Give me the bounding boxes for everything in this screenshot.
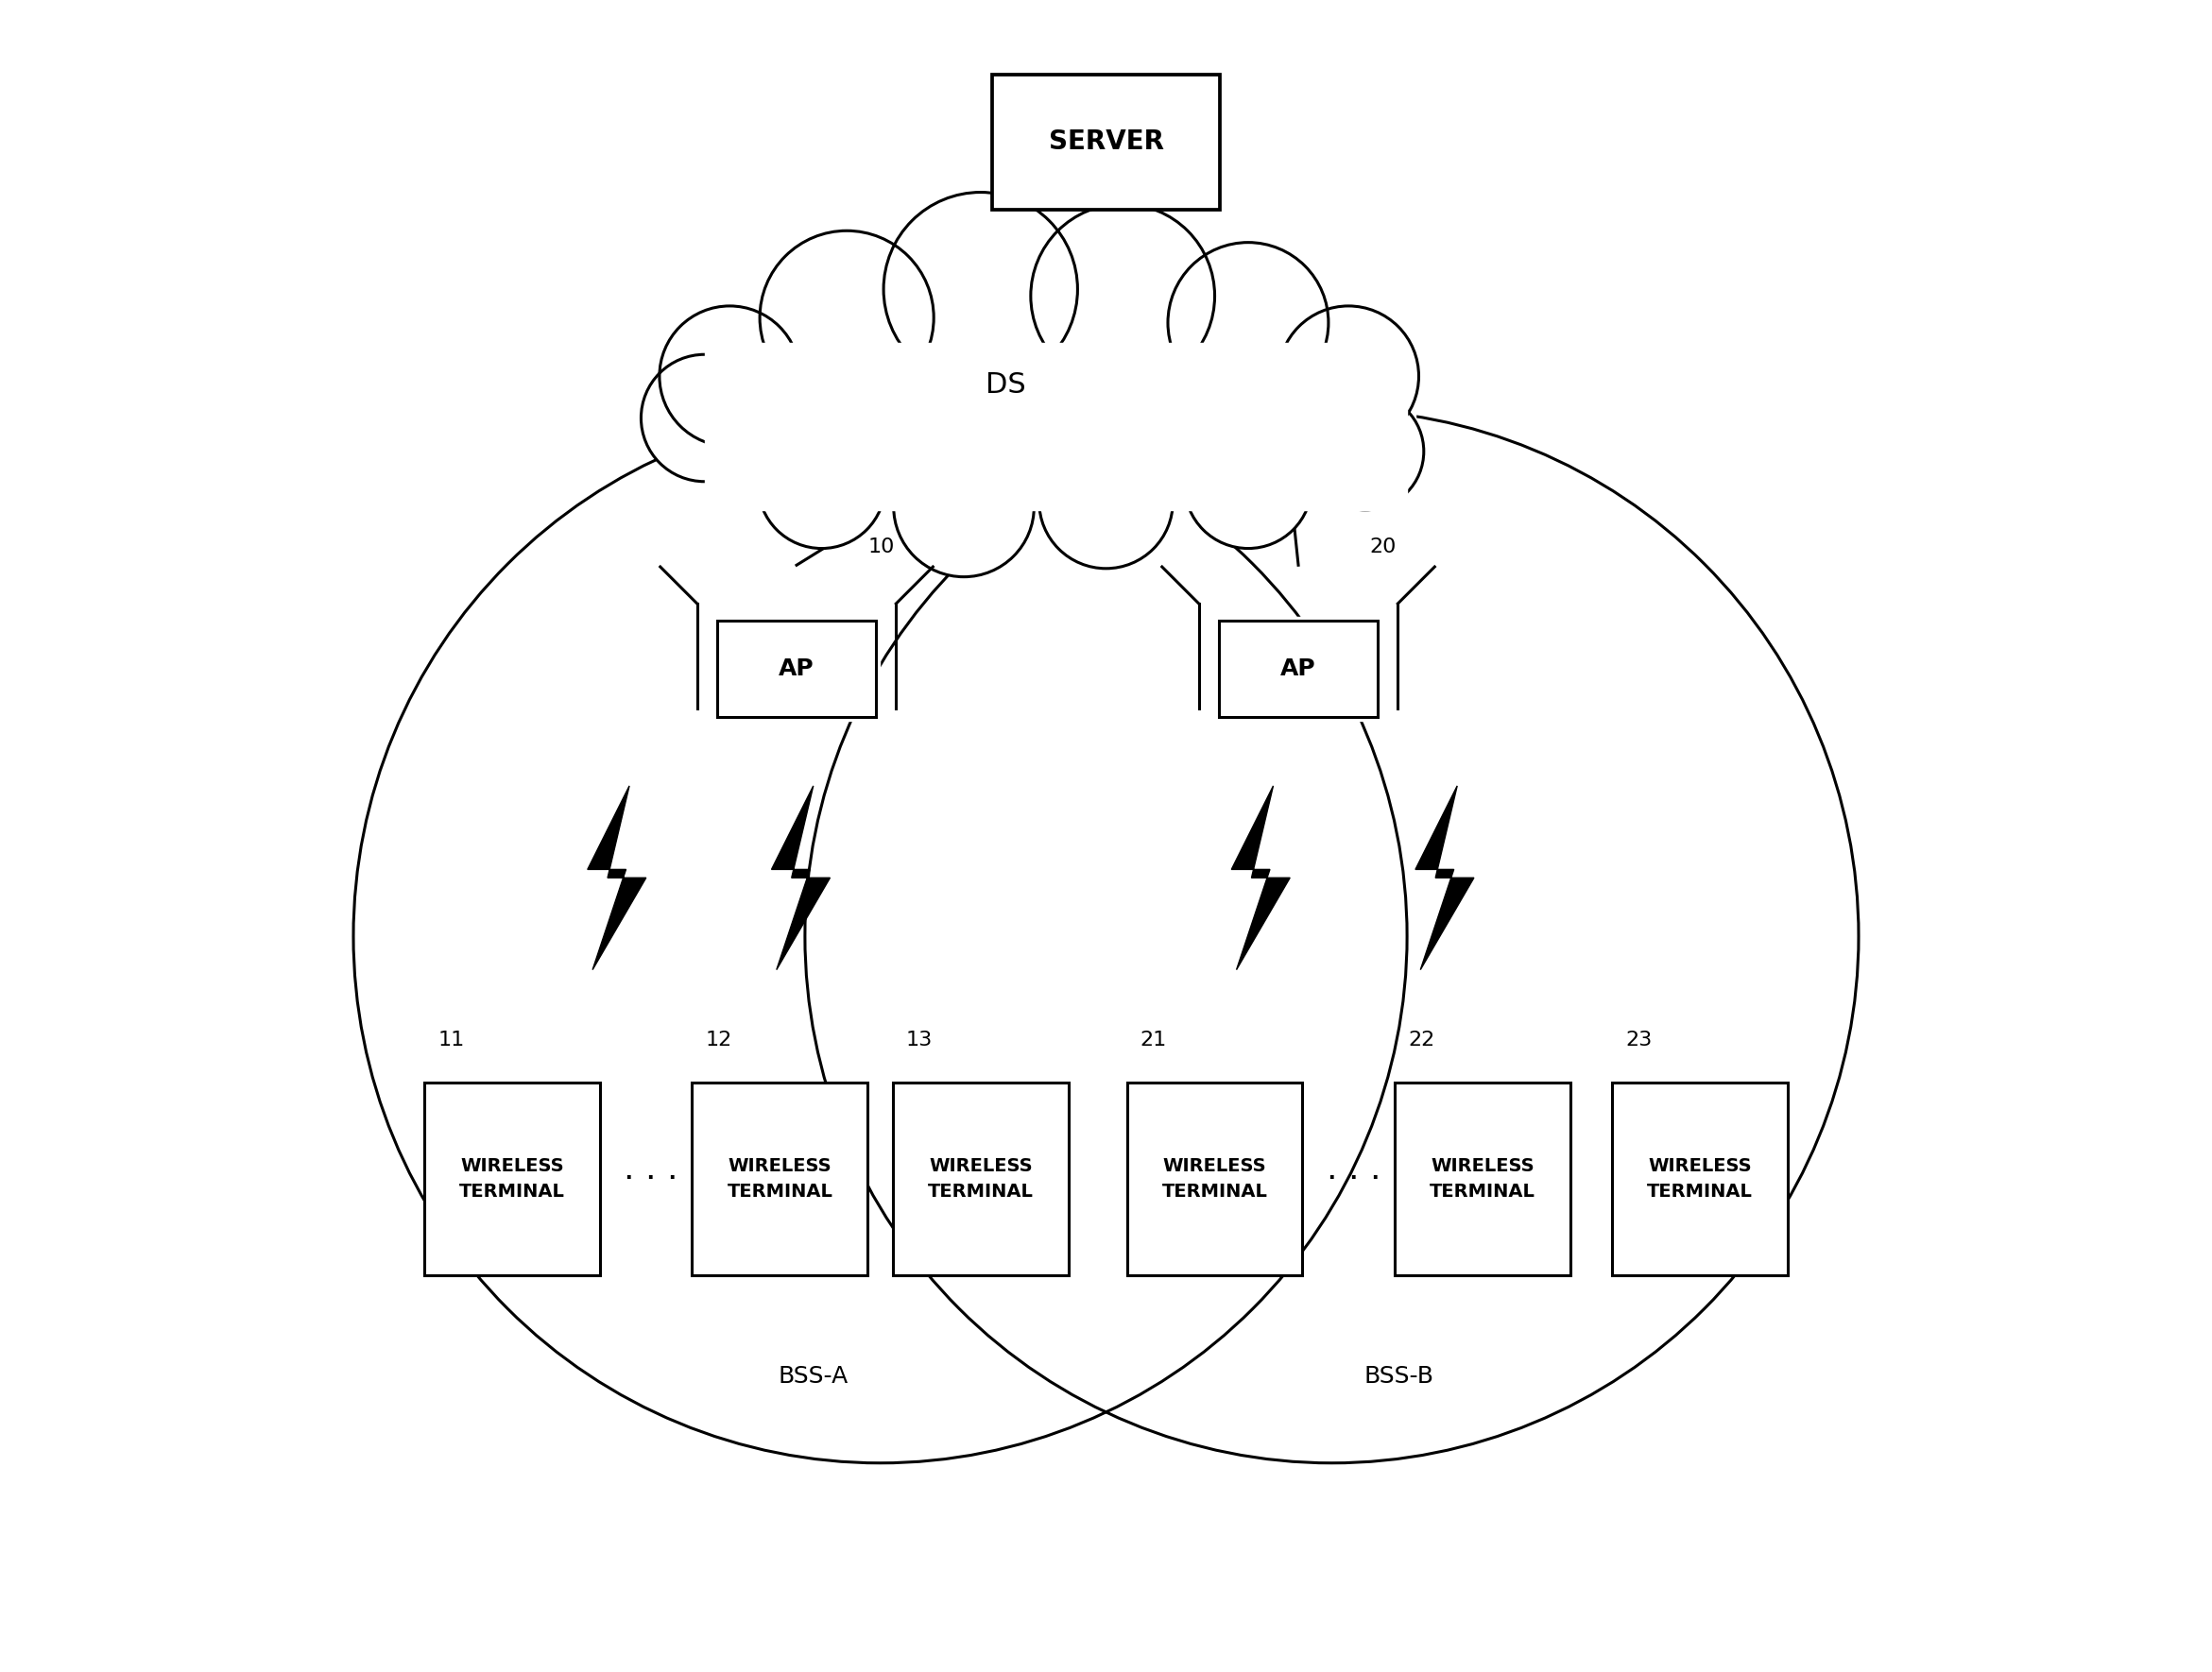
Text: 13: 13 (907, 1030, 933, 1050)
Bar (894, 1083, 1068, 1274)
Bar (1394, 1083, 1571, 1274)
Text: WIRELESS
TERMINAL: WIRELESS TERMINAL (728, 1157, 832, 1200)
FancyBboxPatch shape (993, 74, 1219, 209)
Polygon shape (588, 786, 646, 970)
Circle shape (1168, 242, 1329, 403)
Text: 12: 12 (706, 1030, 732, 1050)
Text: WIRELESS
TERMINAL: WIRELESS TERMINAL (1429, 1157, 1535, 1200)
Circle shape (894, 436, 1033, 577)
Text: · · ·: · · · (1327, 1162, 1380, 1195)
Text: AP: AP (1281, 657, 1316, 681)
Circle shape (1040, 435, 1172, 568)
Circle shape (641, 354, 768, 482)
Text: 20: 20 (1369, 538, 1396, 557)
Text: WIRELESS
TERMINAL: WIRELESS TERMINAL (1648, 1157, 1752, 1200)
Text: WIRELESS
TERMINAL: WIRELESS TERMINAL (1161, 1157, 1267, 1200)
Text: BSS-A: BSS-A (779, 1364, 849, 1388)
Circle shape (883, 192, 1077, 386)
Bar (1613, 1083, 1787, 1274)
Text: SERVER: SERVER (1048, 129, 1164, 155)
Bar (717, 620, 876, 717)
Bar (1219, 620, 1378, 717)
Circle shape (1186, 421, 1312, 548)
Circle shape (659, 306, 801, 446)
Bar (692, 1083, 867, 1274)
Text: WIRELESS
TERMINAL: WIRELESS TERMINAL (460, 1157, 564, 1200)
Text: 22: 22 (1407, 1030, 1436, 1050)
Bar (425, 1083, 599, 1274)
Text: 23: 23 (1626, 1030, 1652, 1050)
FancyBboxPatch shape (714, 617, 880, 721)
Text: · · ·: · · · (624, 1162, 679, 1195)
FancyBboxPatch shape (1217, 617, 1380, 721)
FancyBboxPatch shape (697, 326, 1416, 518)
Bar (1126, 1083, 1303, 1274)
Circle shape (1279, 306, 1418, 446)
Text: DS: DS (987, 371, 1026, 398)
Circle shape (759, 421, 885, 548)
Text: AP: AP (779, 657, 814, 681)
Text: WIRELESS
TERMINAL: WIRELESS TERMINAL (927, 1157, 1033, 1200)
Polygon shape (1232, 786, 1290, 970)
FancyBboxPatch shape (706, 343, 1407, 510)
Circle shape (1307, 393, 1425, 510)
Circle shape (759, 231, 933, 405)
Polygon shape (772, 786, 830, 970)
Text: 10: 10 (867, 538, 894, 557)
Text: 11: 11 (438, 1030, 465, 1050)
Text: BSS-B: BSS-B (1365, 1364, 1433, 1388)
Polygon shape (1416, 786, 1473, 970)
Circle shape (1031, 204, 1214, 388)
Text: 21: 21 (1139, 1030, 1168, 1050)
